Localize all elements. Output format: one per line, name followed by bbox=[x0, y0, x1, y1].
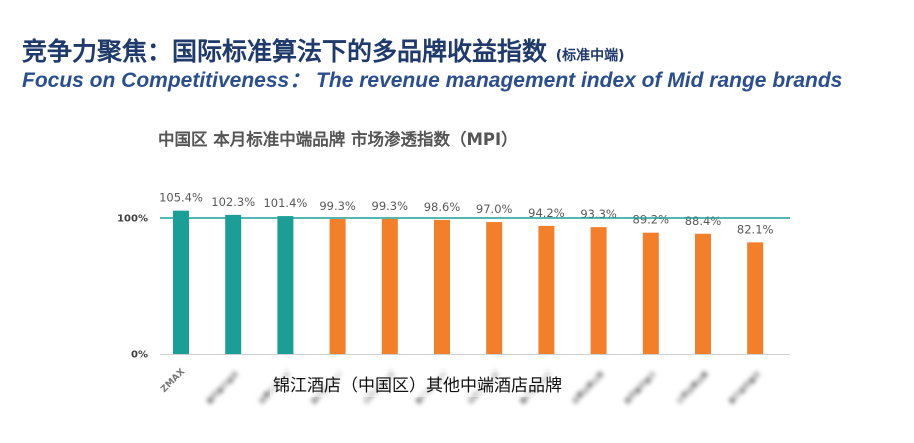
y-tick-label: 0% bbox=[131, 350, 148, 361]
bar bbox=[538, 225, 555, 354]
title-cn-suffix: (标准中端) bbox=[555, 48, 625, 64]
y-tick-label: 100% bbox=[117, 214, 148, 225]
bar bbox=[486, 222, 503, 354]
bar bbox=[277, 216, 294, 354]
bar bbox=[642, 232, 659, 354]
blurred-category-label bbox=[206, 370, 239, 405]
bar-value-label: 88.4% bbox=[685, 214, 722, 228]
page-title-en: Focus on Competitiveness： The revenue ma… bbox=[22, 69, 843, 92]
blur-block bbox=[467, 396, 476, 405]
bar bbox=[329, 218, 346, 354]
chart-title: 中国区 本月标准中端品牌 市场渗透指数（MPI） bbox=[158, 130, 518, 149]
page-title-cn: 竞争力聚焦：国际标准算法下的多品牌收益指数 (标准中端) bbox=[22, 32, 625, 68]
blur-block bbox=[258, 396, 267, 405]
blurred-category-label bbox=[571, 370, 605, 405]
bar-value-label: 82.1% bbox=[737, 222, 774, 236]
bar bbox=[434, 219, 450, 354]
blur-block bbox=[206, 396, 215, 405]
bar-value-label: 105.4% bbox=[159, 191, 203, 205]
bar bbox=[225, 214, 242, 354]
blur-block bbox=[310, 396, 319, 405]
blurred-category-label bbox=[728, 370, 761, 405]
brand-group-note: 锦江酒店（中国区）其他中端酒店品牌 bbox=[270, 370, 565, 397]
bar-value-label: 89.2% bbox=[633, 213, 670, 227]
title-cn-main: 竞争力聚焦：国际标准算法下的多品牌收益指数 bbox=[22, 37, 548, 66]
blurred-category-label bbox=[675, 370, 709, 405]
bar-value-label: 99.3% bbox=[319, 199, 356, 213]
bar-value-label: 101.4% bbox=[263, 196, 307, 210]
blur-block bbox=[414, 396, 424, 405]
bar bbox=[695, 233, 711, 354]
bar bbox=[173, 210, 189, 354]
bar-value-label: 94.2% bbox=[528, 206, 565, 220]
bar-value-label: 98.6% bbox=[424, 200, 461, 214]
bar-value-label: 97.0% bbox=[476, 202, 513, 216]
bar bbox=[747, 242, 764, 354]
bar-value-label: 93.3% bbox=[580, 207, 617, 221]
bar bbox=[381, 218, 398, 354]
blurred-category-label bbox=[623, 370, 657, 405]
bar-value-label: 102.3% bbox=[211, 195, 255, 209]
blur-block bbox=[362, 396, 372, 405]
bar-value-label: 99.3% bbox=[372, 199, 409, 213]
bar bbox=[590, 227, 607, 354]
category-label: ZMAX bbox=[159, 367, 187, 395]
